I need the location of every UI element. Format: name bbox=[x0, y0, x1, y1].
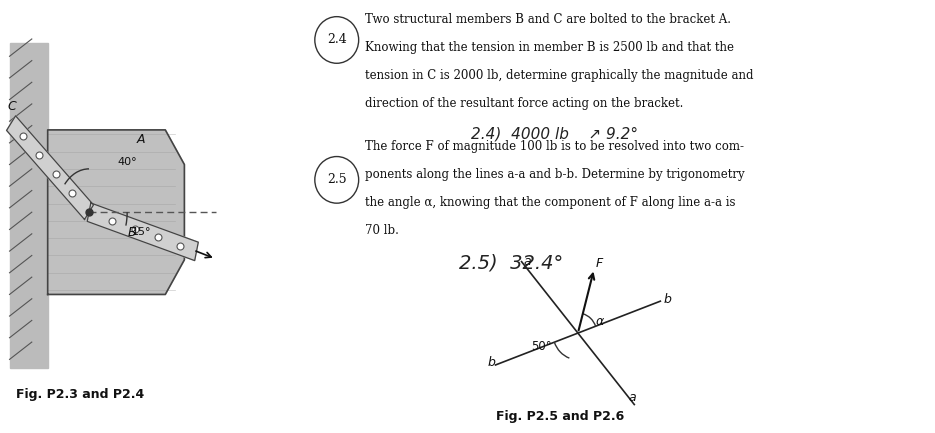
Polygon shape bbox=[48, 130, 184, 294]
Text: Two structural members B and C are bolted to the bracket A.: Two structural members B and C are bolte… bbox=[365, 13, 731, 26]
Text: 15°: 15° bbox=[132, 227, 151, 237]
Text: b: b bbox=[664, 293, 671, 306]
Text: 2.4: 2.4 bbox=[327, 33, 347, 46]
Text: The force F of magnitude 100 lb is to be resolved into two com-: The force F of magnitude 100 lb is to be… bbox=[365, 140, 744, 153]
Text: 40°: 40° bbox=[118, 157, 137, 167]
Text: F: F bbox=[596, 257, 603, 270]
Text: C: C bbox=[7, 100, 17, 113]
Circle shape bbox=[315, 16, 359, 63]
Text: a: a bbox=[628, 391, 636, 404]
Text: Knowing that the tension in member B is 2500 lb and that the: Knowing that the tension in member B is … bbox=[365, 41, 734, 54]
Text: 2.5: 2.5 bbox=[327, 173, 347, 186]
Text: B: B bbox=[127, 226, 136, 239]
Polygon shape bbox=[87, 203, 198, 261]
Text: a: a bbox=[524, 255, 531, 268]
Text: b: b bbox=[488, 356, 496, 369]
Text: ponents along the lines a-a and b-b. Determine by trigonometry: ponents along the lines a-a and b-b. Det… bbox=[365, 168, 744, 181]
Text: 2.4)  4000 lb    ↗ 9.2°: 2.4) 4000 lb ↗ 9.2° bbox=[471, 126, 639, 142]
Circle shape bbox=[315, 157, 359, 203]
Text: A: A bbox=[137, 133, 145, 146]
Text: the angle α, knowing that the component of F along line a-a is: the angle α, knowing that the component … bbox=[365, 196, 736, 209]
Text: 50°: 50° bbox=[531, 340, 552, 353]
Text: α: α bbox=[596, 315, 604, 328]
Text: 2.5)  32.4°: 2.5) 32.4° bbox=[459, 253, 563, 272]
Text: Fig. P2.5 and P2.6: Fig. P2.5 and P2.6 bbox=[496, 410, 625, 423]
Bar bbox=[9, 43, 48, 368]
Text: direction of the resultant force acting on the bracket.: direction of the resultant force acting … bbox=[365, 97, 683, 110]
Text: tension in C is 2000 lb, determine graphically the magnitude and: tension in C is 2000 lb, determine graph… bbox=[365, 69, 754, 82]
Text: Fig. P2.3 and P2.4: Fig. P2.3 and P2.4 bbox=[16, 388, 144, 401]
Polygon shape bbox=[7, 116, 94, 220]
Text: 70 lb.: 70 lb. bbox=[365, 224, 399, 237]
